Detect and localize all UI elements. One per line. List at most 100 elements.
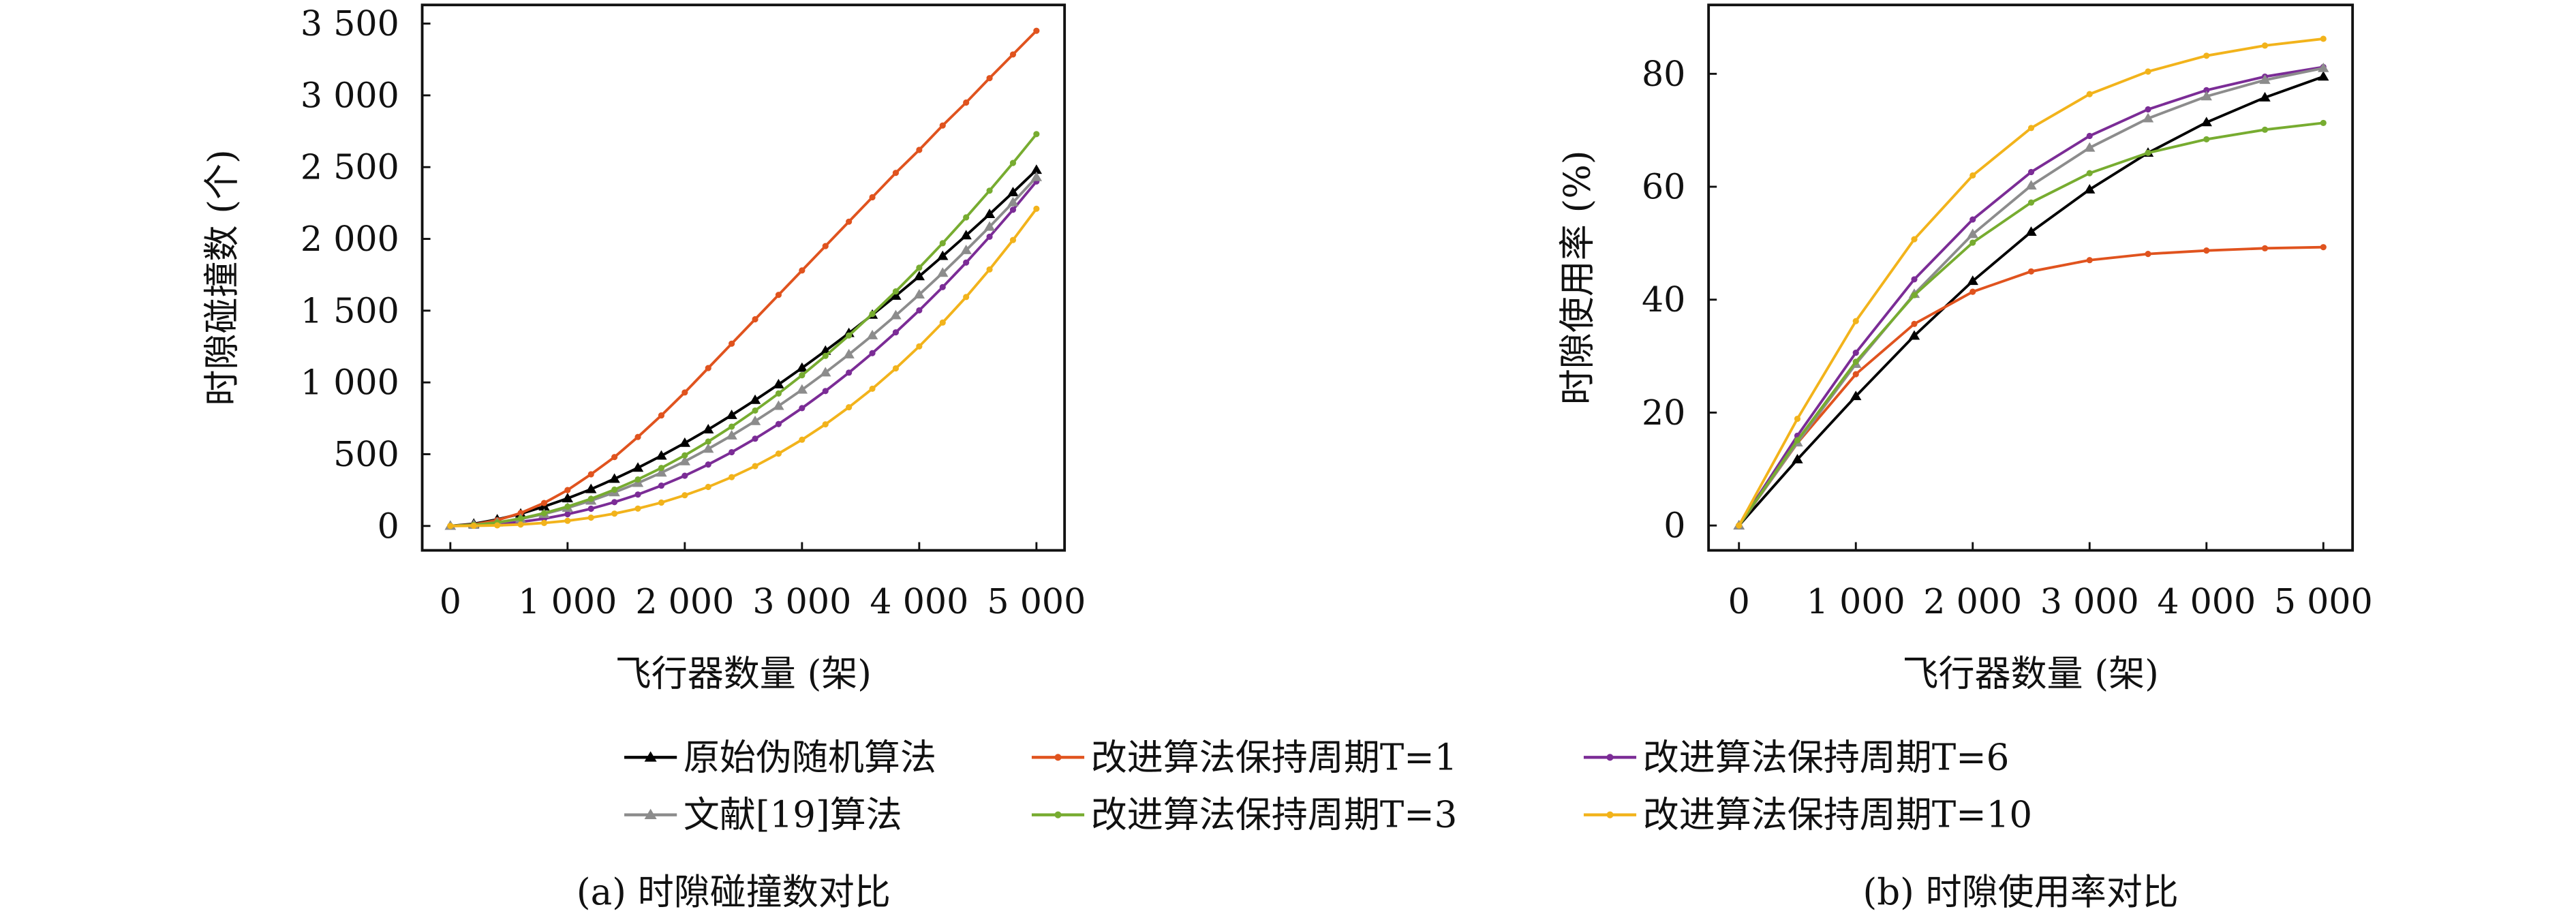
marker [1852,358,1859,365]
marker [799,372,806,379]
x-tick-label: 2 000 [1923,581,2022,622]
marker [681,492,688,499]
marker [2261,126,2269,133]
marker [890,290,902,300]
marker [775,420,782,427]
marker [2086,91,2093,97]
marker [773,378,784,388]
marker [705,438,711,445]
x-tick-label: 3 000 [2040,581,2139,622]
marker [916,264,923,271]
marker [799,267,806,274]
marker [2320,119,2327,126]
series-line [450,176,1038,527]
y-tick-label: 3 000 [301,75,399,115]
marker [564,487,571,493]
marker [913,271,925,281]
marker [1054,754,1062,761]
marker [2201,117,2212,127]
y-tick-label: 3 500 [301,3,399,44]
marker [869,385,876,393]
x-tick-label: 5 000 [987,581,1086,622]
marker [1967,228,1978,239]
x-tick-label: 0 [440,581,461,622]
marker [2086,132,2093,140]
marker [1030,171,1043,181]
marker [2203,247,2210,254]
marker [587,514,594,521]
marker [937,250,949,260]
marker [846,404,853,411]
marker [1792,454,1803,463]
series-line [1738,245,2324,527]
marker [634,505,641,512]
marker [1054,811,1062,818]
marker [2318,71,2329,81]
marker [2259,74,2271,85]
y-tick-label: 1 000 [301,363,399,403]
marker [1852,371,1859,378]
marker [2084,183,2096,194]
legend-label: 改进算法保持周期T=6 [1643,736,2010,778]
marker [611,510,618,517]
marker [869,194,876,201]
marker [726,409,737,419]
marker [644,808,657,820]
marker [983,221,996,231]
marker [2261,42,2269,49]
marker [799,405,806,412]
legend-label: 改进算法保持周期T=1 [1091,736,1458,778]
marker [681,452,688,459]
y-axis-label: 时隙使用率 (%) [1556,151,1598,405]
marker [611,454,618,461]
marker [729,423,735,430]
caption: (a) 时隙碰撞数对比 [577,871,891,913]
marker [587,471,594,478]
marker [1794,415,1801,423]
marker [658,465,665,472]
x-tick-label: 4 000 [2157,581,2256,622]
legend-label: 文献[19]算法 [684,794,902,836]
marker [517,510,524,517]
marker [1969,239,1976,246]
y-tick-label: 0 [1663,506,1685,546]
marker [846,218,853,225]
marker [796,384,808,394]
marker [892,288,900,295]
marker [1911,292,1918,298]
marker [1969,216,1976,223]
x-axis-label: 飞行器数量 (架) [1902,652,2158,694]
marker [1030,164,1043,174]
marker [658,499,665,506]
marker [822,352,829,359]
series-line [1738,37,2324,527]
marker [2320,244,2327,251]
marker [470,522,477,530]
marker [986,266,993,273]
legend-label: 改进算法保持周期T=3 [1091,794,1458,836]
marker [960,244,972,254]
plot-frame [1707,3,2355,552]
marker [2084,142,2096,152]
marker [892,170,900,177]
marker [869,311,876,318]
marker [564,517,571,524]
y-tick-label: 500 [333,434,399,474]
marker [866,329,878,339]
legend-label: 原始伪随机算法 [684,736,936,778]
marker [892,329,900,336]
marker [846,369,853,376]
marker [983,209,996,219]
marker [679,437,691,447]
marker [822,243,829,249]
marker [634,491,641,498]
marker [963,214,970,221]
marker [564,503,571,510]
x-tick-label: 4 000 [870,581,968,622]
marker [656,450,667,460]
marker [2145,68,2151,75]
marker [937,267,949,277]
marker [1908,330,1920,340]
marker [2027,125,2035,132]
marker [447,523,454,530]
